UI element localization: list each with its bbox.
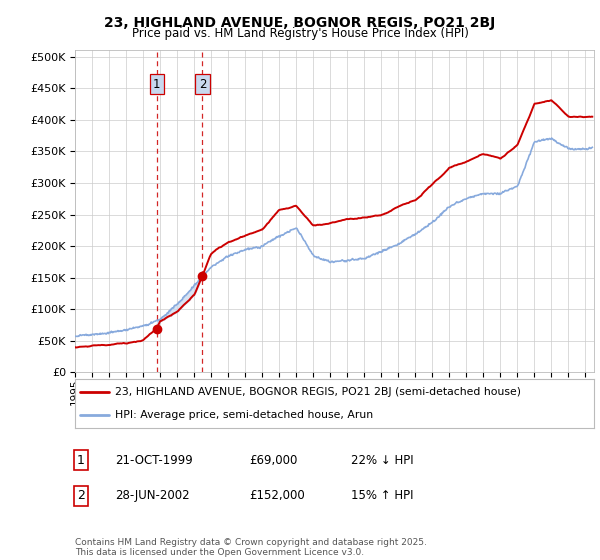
Text: 28-JUN-2002: 28-JUN-2002 [115, 489, 190, 502]
Text: HPI: Average price, semi-detached house, Arun: HPI: Average price, semi-detached house,… [115, 410, 374, 420]
Text: 22% ↓ HPI: 22% ↓ HPI [351, 454, 413, 467]
Text: Price paid vs. HM Land Registry's House Price Index (HPI): Price paid vs. HM Land Registry's House … [131, 27, 469, 40]
Text: 2: 2 [77, 489, 85, 502]
Text: £69,000: £69,000 [249, 454, 298, 467]
Text: 23, HIGHLAND AVENUE, BOGNOR REGIS, PO21 2BJ (semi-detached house): 23, HIGHLAND AVENUE, BOGNOR REGIS, PO21 … [115, 388, 521, 398]
Text: 2: 2 [199, 78, 206, 91]
Text: Contains HM Land Registry data © Crown copyright and database right 2025.
This d: Contains HM Land Registry data © Crown c… [75, 538, 427, 557]
Text: 21-OCT-1999: 21-OCT-1999 [115, 454, 193, 467]
Text: 1: 1 [153, 78, 161, 91]
Text: 1: 1 [77, 454, 85, 467]
Text: £152,000: £152,000 [249, 489, 305, 502]
Text: 23, HIGHLAND AVENUE, BOGNOR REGIS, PO21 2BJ: 23, HIGHLAND AVENUE, BOGNOR REGIS, PO21 … [104, 16, 496, 30]
Text: 15% ↑ HPI: 15% ↑ HPI [351, 489, 413, 502]
